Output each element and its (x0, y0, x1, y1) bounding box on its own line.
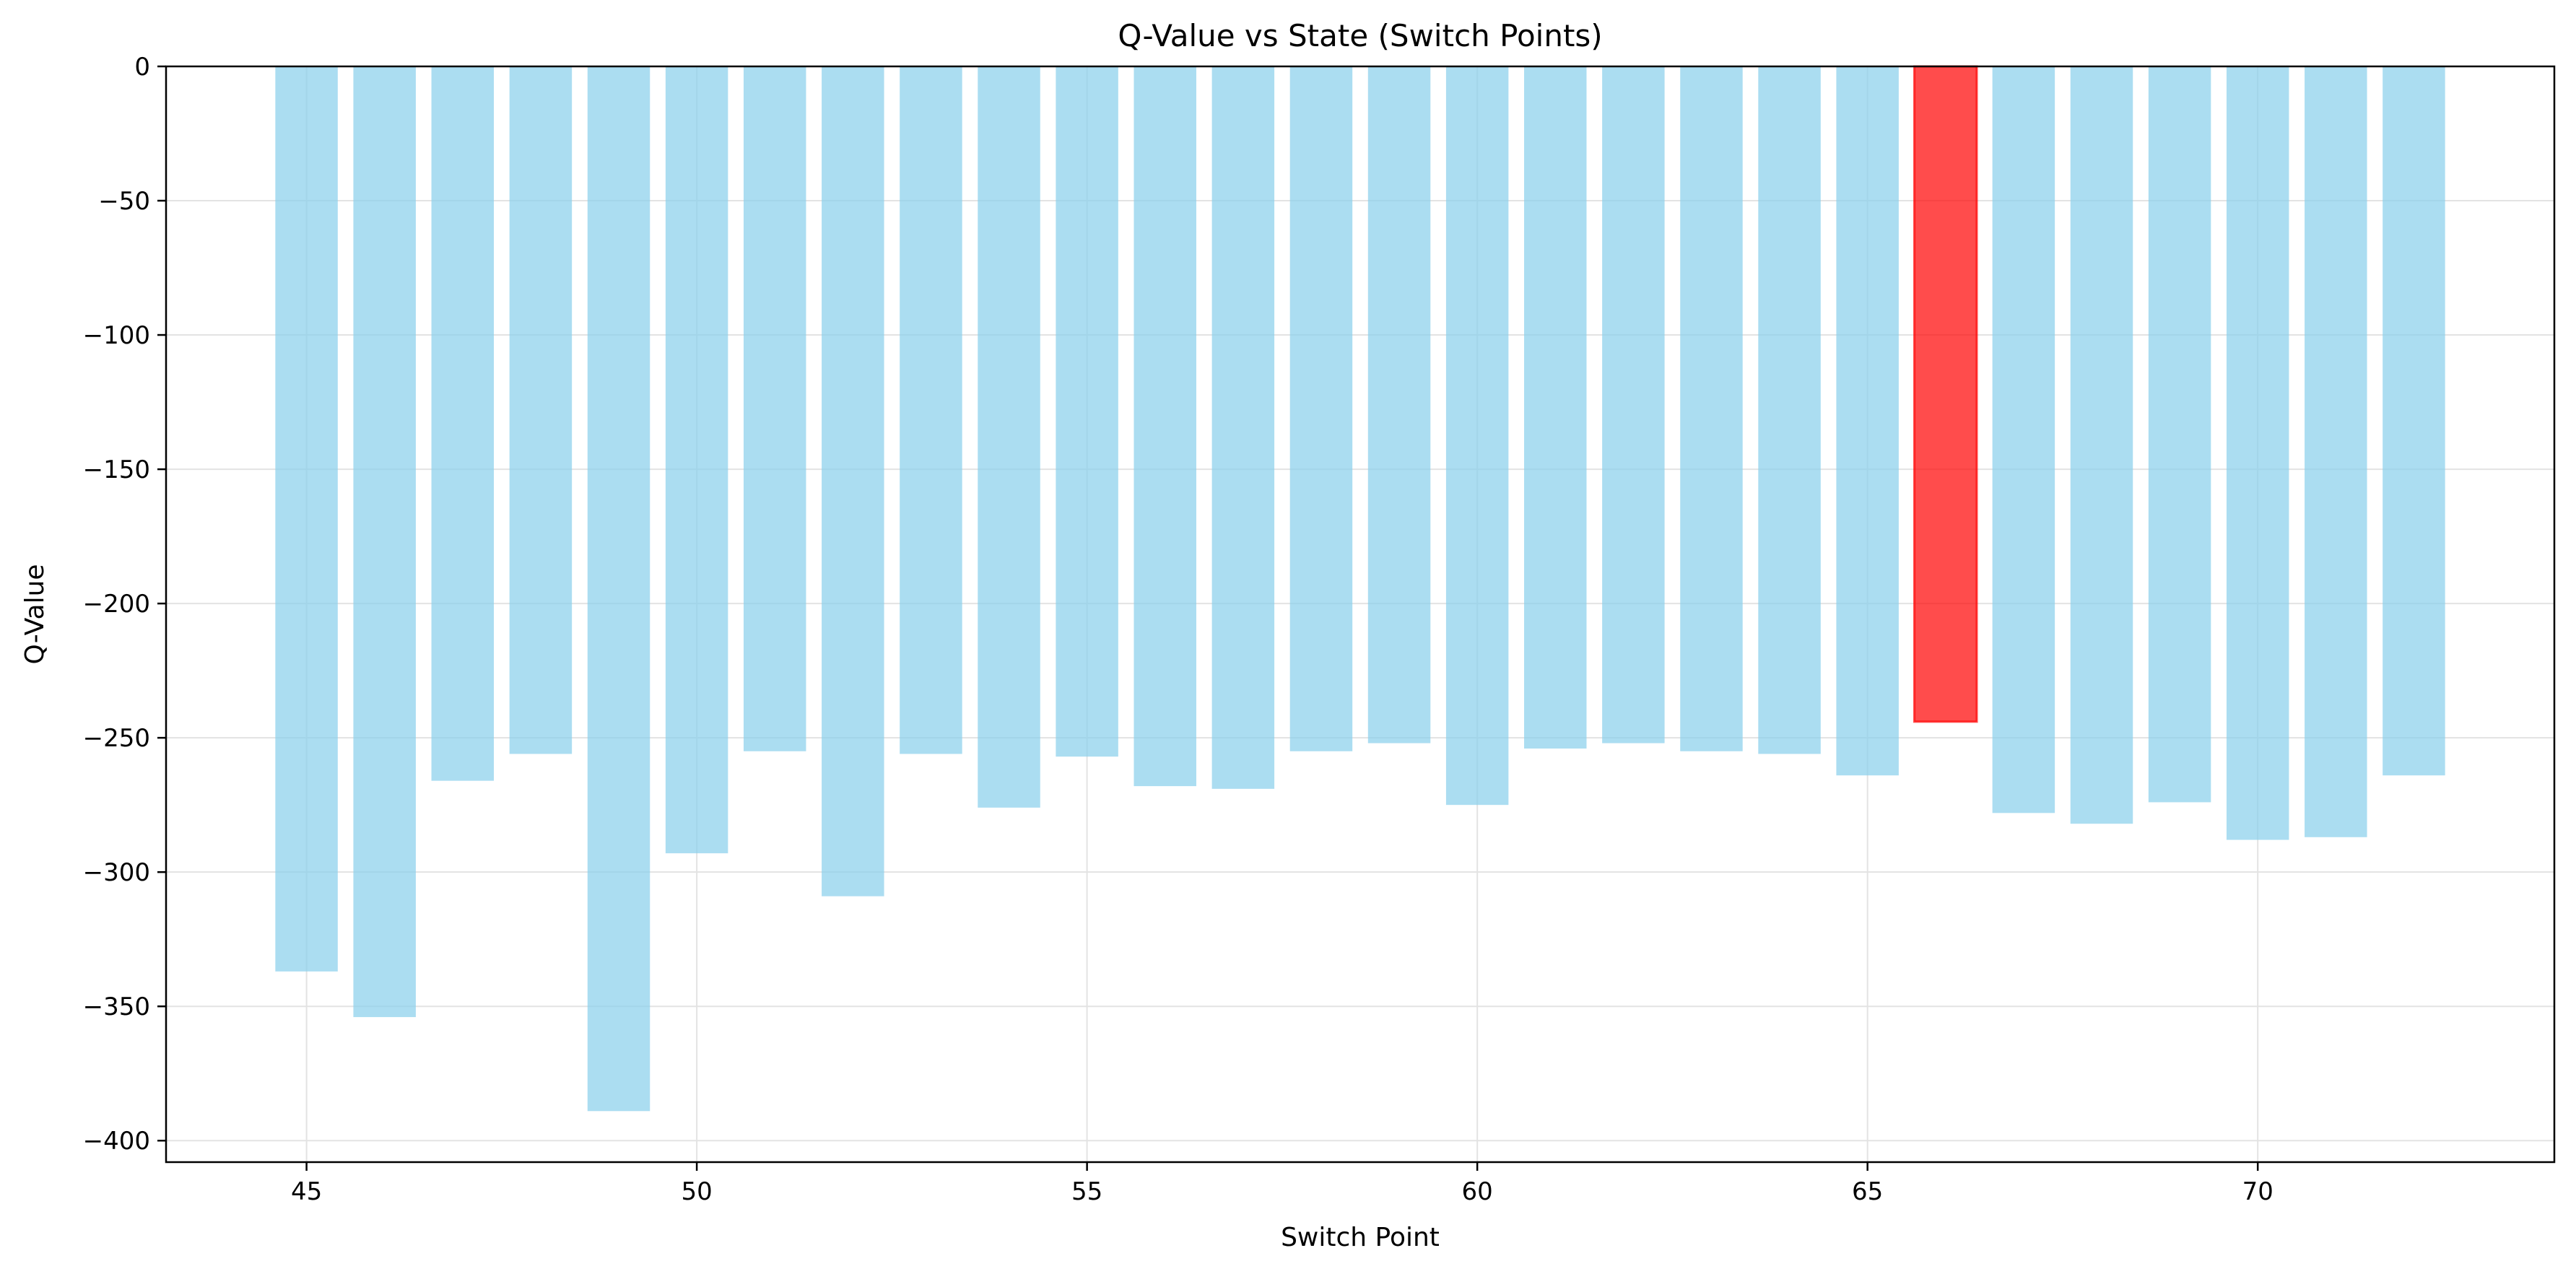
bar (275, 66, 338, 972)
bar (1211, 66, 1275, 789)
axis-ticks: 0 −50 −100 −150 −200 −250 −300 −350 −400 45 50 55 60… (83, 53, 2273, 1206)
bar (2070, 66, 2133, 824)
y-tick-label: −200 (83, 590, 150, 619)
x-tick-label: 60 (1462, 1177, 1493, 1206)
y-tick-label: −150 (83, 455, 150, 484)
bar (431, 66, 495, 781)
bar (822, 66, 884, 896)
y-tick-label: −350 (83, 992, 150, 1021)
bar (1836, 66, 1899, 776)
bar (1133, 66, 1196, 787)
y-tick-label: −250 (83, 724, 150, 753)
x-tick-label: 55 (1071, 1177, 1102, 1206)
bar (1056, 66, 1118, 757)
bar (1680, 66, 1743, 751)
bar (2226, 66, 2289, 840)
bar (587, 66, 650, 1112)
bar (1445, 66, 1509, 806)
bar (2148, 66, 2211, 803)
y-tick-label: −100 (83, 321, 150, 350)
bar (509, 66, 573, 754)
bar (353, 66, 416, 1018)
y-tick-label: −50 (98, 187, 150, 216)
plot-frame (165, 65, 2556, 1164)
bar-highlighted (1913, 65, 1978, 723)
bar (978, 66, 1040, 808)
chart-title: Q-Value vs State (Switch Points) (1118, 18, 1602, 53)
bar (665, 66, 728, 854)
bar (1992, 66, 2055, 813)
bar (1367, 66, 1431, 743)
y-tick-label: −300 (83, 858, 150, 887)
bar (2305, 66, 2367, 837)
y-tick-label: 0 (134, 53, 150, 82)
bar (900, 66, 962, 754)
bar (1602, 66, 1665, 743)
y-axis-title: Q-Value (20, 564, 50, 664)
x-tick-label: 70 (2242, 1177, 2273, 1206)
bar (1289, 66, 1353, 751)
x-axis-title: Switch Point (1281, 1223, 1440, 1252)
bar (743, 66, 806, 751)
x-tick-label: 45 (291, 1177, 322, 1206)
bar (1524, 66, 1587, 749)
x-tick-label: 65 (1852, 1177, 1883, 1206)
y-tick-label: −400 (83, 1127, 150, 1156)
bars (275, 65, 2445, 1112)
x-tick-label: 50 (681, 1177, 712, 1206)
bar (1758, 66, 1821, 754)
bar (2383, 66, 2445, 776)
